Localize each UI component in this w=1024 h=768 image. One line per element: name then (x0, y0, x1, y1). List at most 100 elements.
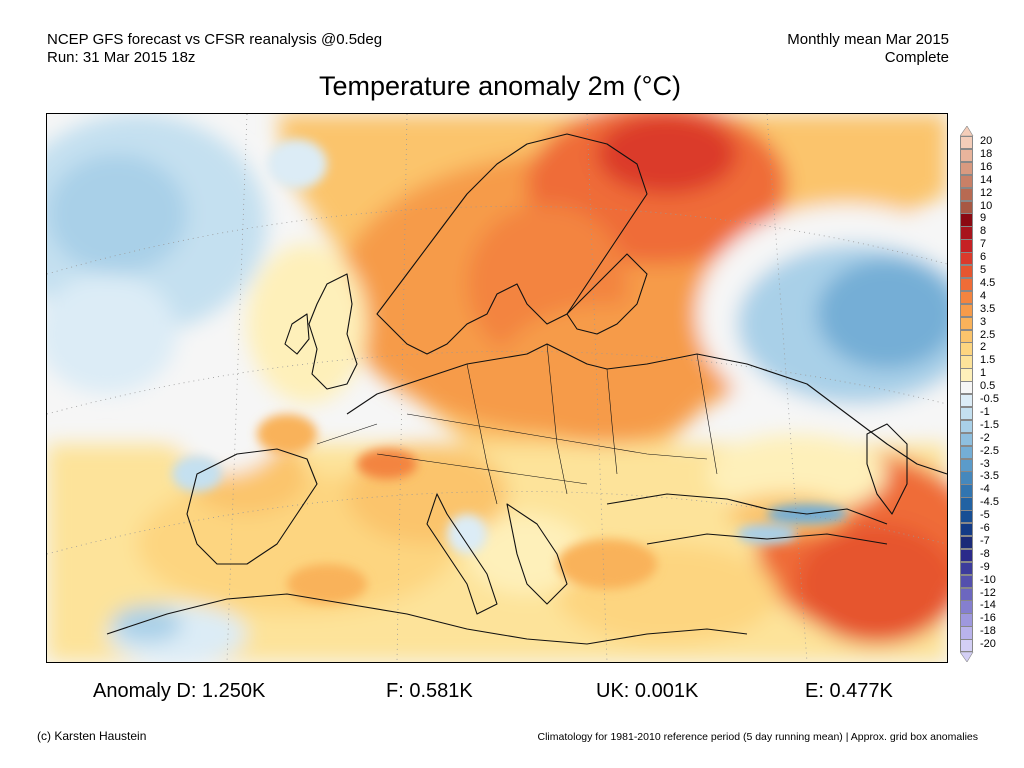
colorbar-label: -2 (980, 431, 990, 444)
colorbar-cell (960, 136, 973, 150)
colorbar-cell (960, 290, 973, 305)
anomaly-uk: UK: 0.001K (596, 680, 699, 702)
colorbar-label: 7 (980, 238, 987, 251)
colorbar-cell (960, 471, 973, 485)
colorbar-cell (960, 458, 973, 472)
colorbar-cell (960, 639, 973, 653)
colorbar-cell (960, 510, 973, 524)
colorbar-label: -9 (980, 560, 990, 573)
colorbar-cell (960, 187, 973, 201)
colorbar-cell (960, 148, 973, 163)
colorbar-cell (960, 342, 973, 356)
colorbar-cell (960, 252, 973, 266)
colorbar-label: -5 (980, 509, 990, 522)
colorbar-label: -0.5 (980, 393, 999, 405)
colorbar-cell (960, 613, 973, 627)
colorbar-label: 18 (980, 147, 993, 160)
country-borders (316, 343, 718, 505)
colorbar-cell (960, 174, 973, 189)
colorbar-label: 2 (980, 341, 987, 354)
colorbar-cell (960, 548, 973, 563)
colorbar-label: -3 (980, 457, 990, 470)
colorbar-label: 14 (980, 173, 993, 186)
run-time: Run: 31 Mar 2015 18z (47, 49, 196, 66)
anomaly-d: Anomaly D: 1.250K (93, 680, 266, 702)
colorbar-cell (960, 394, 973, 408)
colorbar-cell (960, 213, 973, 227)
coastlines (106, 133, 947, 645)
colorbar-label: -10 (980, 573, 996, 586)
colorbar-label: 1.5 (980, 354, 996, 367)
colorbar-label: 4 (980, 289, 987, 302)
colorbar-label: 20 (980, 135, 993, 147)
colorbar-label: 1 (980, 367, 987, 380)
colorbar-cell (960, 381, 973, 395)
colorbar-cell (960, 523, 973, 537)
colorbar-cell (960, 626, 973, 640)
colorbar-cell (960, 368, 973, 382)
colorbar-cell (960, 600, 973, 614)
colorbar-label: -14 (980, 599, 996, 612)
colorbar-label: 2.5 (980, 328, 996, 341)
colorbar-label: 4.5 (980, 276, 996, 289)
colorbar-label: 8 (980, 225, 987, 238)
anomaly-e: E: 0.477K (805, 680, 893, 702)
colorbar-cell (960, 329, 973, 343)
anomaly-f: F: 0.581K (386, 680, 473, 702)
colorbar-cell (960, 265, 973, 279)
colorbar-label: -12 (980, 586, 996, 599)
colorbar-label: -7 (980, 534, 990, 547)
colorbar-label: 10 (980, 199, 993, 212)
colorbar-label: 3 (980, 315, 987, 328)
header-left: NCEP GFS forecast vs CFSR reanalysis @0.… (47, 31, 382, 67)
colorbar-cell (960, 419, 973, 434)
colorbar-cell (960, 484, 973, 498)
colorbar-label: -20 (980, 638, 996, 651)
colorbar-label: -2.5 (980, 444, 999, 457)
colorbar-label: 9 (980, 212, 987, 225)
colorbar-label: -4.5 (980, 496, 999, 509)
colorbar-label: 3.5 (980, 302, 996, 315)
completion-status: Complete (884, 49, 949, 66)
credit: (c) Karsten Haustein (37, 729, 147, 743)
colorbar-label: -3.5 (980, 470, 999, 483)
colorbar-label: -18 (980, 625, 996, 638)
colorbar-cell (960, 303, 973, 318)
colorbar-label: -4 (980, 483, 990, 496)
colorbar-label: 16 (980, 160, 993, 173)
colorbar-label: -1 (980, 405, 990, 418)
header-right: Monthly mean Mar 2015 Complete (787, 31, 949, 67)
colorbar-cell (960, 239, 973, 253)
colorbar-cell (960, 574, 973, 588)
anomaly-details (172, 139, 847, 604)
colorbar-min-arrow (960, 652, 974, 662)
colorbar-cell (960, 432, 973, 447)
colorbar-cell (960, 406, 973, 421)
colorbar-cell (960, 535, 973, 550)
anomaly-map-svg (47, 114, 947, 662)
colorbar-label: -1.5 (980, 418, 999, 431)
anomaly-map (46, 113, 948, 663)
colorbar-cell (960, 316, 973, 330)
colorbar-cell (960, 587, 973, 601)
colorbar-label: 6 (980, 251, 987, 264)
colorbar-cell (960, 277, 973, 292)
colorbar-label: 12 (980, 186, 993, 199)
graticule (47, 114, 947, 662)
colorbar-label: 0.5 (980, 380, 996, 393)
model-description: NCEP GFS forecast vs CFSR reanalysis @0.… (47, 31, 383, 48)
period-description: Monthly mean Mar 2015 (787, 31, 949, 48)
colorbar-label: -6 (980, 522, 990, 534)
climatology-note: Climatology for 1981-2010 reference peri… (537, 731, 978, 743)
colorbar-cell (960, 355, 973, 369)
colorbar-cell (960, 161, 973, 176)
colorbar-cell (960, 445, 973, 459)
colorbar-label: -8 (980, 547, 990, 560)
colorbar-label: -16 (980, 612, 996, 625)
colorbar-cell (960, 561, 973, 576)
colorbar-cell (960, 226, 973, 240)
map-title: Temperature anomaly 2m (°C) (319, 71, 681, 101)
colorbar-cell (960, 497, 973, 511)
colorbar-label: 5 (980, 264, 987, 276)
colorbar-max-arrow (960, 126, 974, 136)
